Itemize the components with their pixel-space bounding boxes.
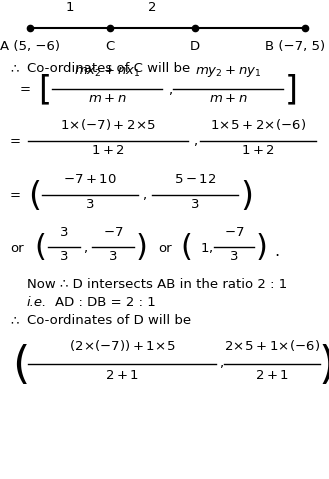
Text: ): ) (318, 343, 329, 387)
Text: i.e.: i.e. (27, 296, 47, 309)
Text: or: or (158, 241, 172, 254)
Text: $1+2$: $1+2$ (91, 144, 125, 157)
Text: ,: , (83, 241, 87, 254)
Text: D: D (190, 40, 200, 53)
Text: $m + n$: $m + n$ (88, 92, 126, 105)
Text: $3$: $3$ (59, 250, 69, 263)
Text: (: ( (12, 343, 29, 387)
Text: =: = (10, 190, 21, 203)
Text: ): ) (256, 233, 268, 262)
Text: (: ( (34, 233, 46, 262)
Text: ,: , (219, 356, 223, 369)
Text: .: . (274, 243, 279, 259)
Text: ]: ] (285, 73, 298, 106)
Text: C: C (105, 40, 114, 53)
Text: $(2\!\times\!(-7))+1\!\times\!5$: $(2\!\times\!(-7))+1\!\times\!5$ (69, 338, 175, 353)
Text: 2: 2 (148, 1, 156, 14)
Text: $my_2 + ny_1$: $my_2 + ny_1$ (195, 64, 261, 79)
Text: ): ) (136, 233, 148, 262)
Text: Co-ordinates of D will be: Co-ordinates of D will be (27, 314, 191, 327)
Text: Now ∴ D intersects AB in the ratio 2 : 1: Now ∴ D intersects AB in the ratio 2 : 1 (27, 278, 287, 291)
Text: =: = (20, 83, 31, 96)
Text: (: ( (28, 180, 41, 213)
Text: ,: , (168, 83, 172, 96)
Text: $1+2$: $1+2$ (241, 144, 275, 157)
Text: $3$: $3$ (85, 198, 95, 211)
Text: $-7$: $-7$ (103, 226, 123, 239)
Text: $m + n$: $m + n$ (209, 92, 247, 105)
Text: (: ( (180, 233, 192, 262)
Text: $3$: $3$ (59, 226, 69, 239)
Text: [: [ (38, 73, 51, 106)
Text: Co-ordinates of C will be: Co-ordinates of C will be (27, 62, 190, 75)
Text: ): ) (240, 180, 253, 213)
Text: 1: 1 (66, 1, 74, 14)
Text: ,: , (193, 136, 197, 148)
Text: $3$: $3$ (108, 250, 118, 263)
Text: $-7+10$: $-7+10$ (63, 173, 117, 186)
Text: $5-12$: $5-12$ (174, 173, 216, 186)
Text: $1\!\times\!(-7)+2\!\times\!5$: $1\!\times\!(-7)+2\!\times\!5$ (60, 117, 156, 132)
Text: =: = (10, 136, 21, 148)
Text: ∴: ∴ (10, 62, 18, 75)
Text: or: or (10, 241, 24, 254)
Text: $3$: $3$ (229, 250, 239, 263)
Text: $2+1$: $2+1$ (105, 369, 139, 382)
Text: ∴: ∴ (10, 314, 18, 327)
Text: $2+1$: $2+1$ (255, 369, 289, 382)
Text: $2\!\times\!5+1\!\times\!(-6)$: $2\!\times\!5+1\!\times\!(-6)$ (224, 338, 320, 353)
Text: A (5, −6): A (5, −6) (0, 40, 60, 53)
Text: $1,$: $1,$ (200, 241, 213, 255)
Text: B (−7, 5): B (−7, 5) (265, 40, 325, 53)
Text: ,: , (142, 190, 146, 203)
Text: $3$: $3$ (190, 198, 200, 211)
Text: $1\!\times\!5+2\!\times\!(-6)$: $1\!\times\!5+2\!\times\!(-6)$ (210, 117, 306, 132)
Text: $mx_2 + nx_1$: $mx_2 + nx_1$ (74, 65, 140, 79)
Text: AD : DB = 2 : 1: AD : DB = 2 : 1 (55, 296, 156, 309)
Text: $-7$: $-7$ (224, 226, 244, 239)
